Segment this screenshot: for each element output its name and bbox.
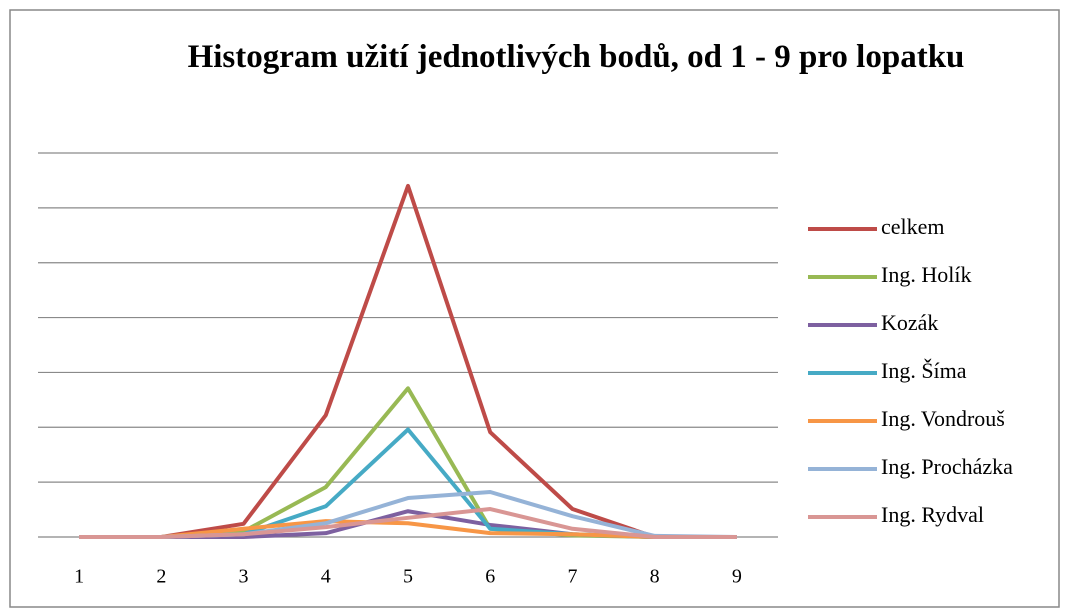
- x-tick-label: 4: [321, 566, 331, 588]
- chart-title: Histogram užití jednotlivých bodů, od 1 …: [187, 39, 965, 75]
- x-tick-label: 1: [74, 566, 84, 588]
- x-tick-label: 2: [156, 566, 166, 588]
- legend-label: Ing. Šíma: [881, 358, 967, 383]
- legend-label: Ing. Holík: [881, 262, 971, 287]
- series-line: [79, 507, 737, 539]
- x-tick-label: 6: [485, 566, 495, 588]
- x-tick-label: 8: [650, 566, 660, 588]
- x-tick-label: 5: [403, 566, 413, 588]
- legend-label: Ing. Procházka: [881, 454, 1013, 479]
- x-tick-label: 3: [239, 566, 249, 588]
- x-tick-label: 9: [732, 566, 742, 588]
- legend-label: Ing. Rydval: [881, 502, 984, 527]
- x-tick-label: 7: [567, 566, 577, 588]
- legend-label: Kozák: [881, 310, 938, 335]
- legend-label: celkem: [881, 214, 945, 239]
- legend-label: Ing. Vondrouš: [881, 406, 1005, 431]
- chart-border: [9, 9, 1060, 608]
